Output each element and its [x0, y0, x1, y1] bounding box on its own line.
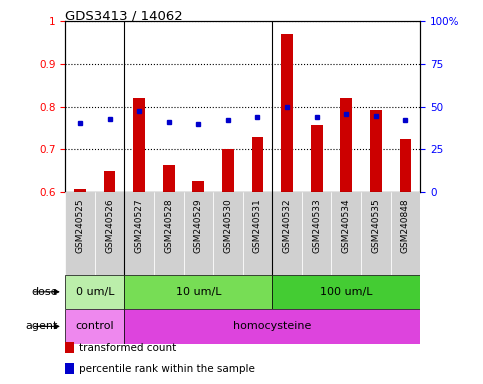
- Bar: [65, 309, 125, 344]
- Text: percentile rank within the sample: percentile rank within the sample: [79, 364, 255, 374]
- Bar: [74, 189, 86, 192]
- Bar: [370, 109, 382, 192]
- Text: 0 um/L: 0 um/L: [75, 287, 114, 297]
- Text: GSM240528: GSM240528: [164, 199, 173, 253]
- Text: 100 um/L: 100 um/L: [320, 287, 372, 297]
- Bar: [252, 137, 263, 192]
- Bar: [95, 192, 125, 275]
- Bar: [222, 149, 234, 192]
- Text: homocysteine: homocysteine: [233, 321, 312, 331]
- Bar: [65, 192, 95, 275]
- Text: GSM240531: GSM240531: [253, 199, 262, 253]
- Bar: [331, 192, 361, 275]
- Bar: [302, 192, 331, 275]
- Bar: [311, 125, 323, 192]
- Text: transformed count: transformed count: [79, 343, 176, 353]
- Bar: [125, 309, 420, 344]
- Bar: [391, 192, 420, 275]
- Text: dose: dose: [31, 287, 58, 297]
- Bar: [163, 165, 175, 192]
- Bar: [281, 34, 293, 192]
- Bar: [125, 275, 272, 309]
- Text: GSM240526: GSM240526: [105, 199, 114, 253]
- Bar: [399, 139, 412, 192]
- Text: control: control: [75, 321, 114, 331]
- Bar: [184, 192, 213, 275]
- Bar: [133, 98, 145, 192]
- Text: GSM240532: GSM240532: [283, 199, 292, 253]
- Bar: [272, 275, 420, 309]
- Text: GSM240535: GSM240535: [371, 199, 380, 253]
- Bar: [104, 170, 115, 192]
- Bar: [272, 192, 302, 275]
- Bar: [154, 192, 184, 275]
- Bar: [65, 275, 125, 309]
- Bar: [213, 192, 242, 275]
- Text: GDS3413 / 14062: GDS3413 / 14062: [65, 10, 183, 23]
- Bar: [125, 192, 154, 275]
- Text: GSM240533: GSM240533: [312, 199, 321, 253]
- Text: GSM240525: GSM240525: [75, 199, 85, 253]
- Text: GSM240529: GSM240529: [194, 199, 203, 253]
- Text: GSM240530: GSM240530: [224, 199, 232, 253]
- Bar: [242, 192, 272, 275]
- Text: agent: agent: [26, 321, 58, 331]
- Text: GSM240527: GSM240527: [135, 199, 143, 253]
- Bar: [361, 192, 391, 275]
- Text: GSM240848: GSM240848: [401, 199, 410, 253]
- Text: 10 um/L: 10 um/L: [176, 287, 221, 297]
- Bar: [341, 98, 352, 192]
- Text: GSM240534: GSM240534: [342, 199, 351, 253]
- Bar: [192, 181, 204, 192]
